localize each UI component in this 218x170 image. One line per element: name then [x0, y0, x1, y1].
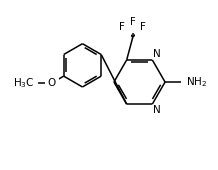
Text: F: F: [119, 22, 125, 32]
Text: N: N: [153, 49, 161, 59]
Text: H$_3$C: H$_3$C: [14, 76, 35, 90]
Text: F: F: [140, 22, 146, 32]
Text: N: N: [153, 105, 161, 115]
Text: O: O: [48, 78, 56, 88]
Text: F: F: [130, 17, 136, 27]
Text: NH$_2$: NH$_2$: [186, 75, 207, 89]
